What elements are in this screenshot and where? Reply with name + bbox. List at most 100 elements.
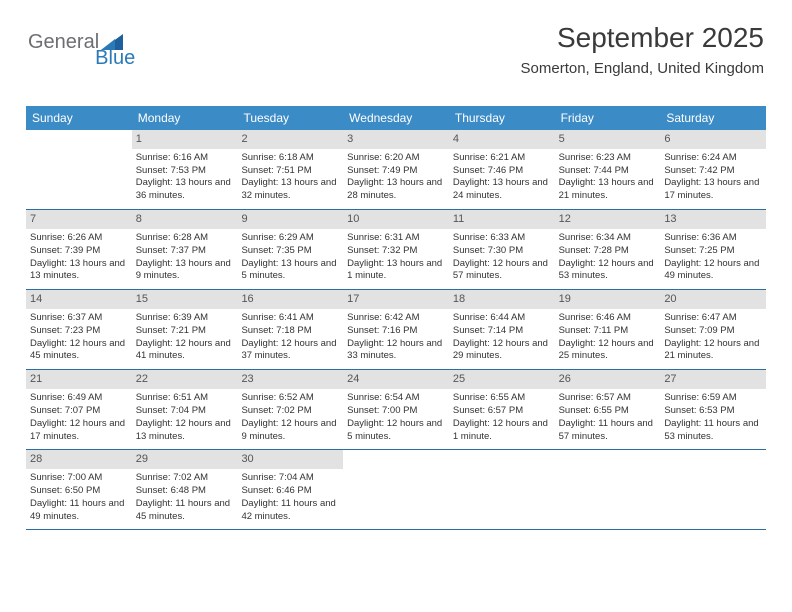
calendar-cell: 13Sunrise: 6:36 AMSunset: 7:25 PMDayligh… [660, 210, 766, 289]
sunrise-text: Sunrise: 6:33 AM [453, 232, 551, 245]
day-number: 16 [237, 290, 343, 309]
day-number: 12 [555, 210, 661, 229]
day-header: Monday [132, 106, 238, 130]
daylight-text: Daylight: 11 hours and 57 minutes. [559, 418, 657, 444]
daylight-text: Daylight: 13 hours and 21 minutes. [559, 177, 657, 203]
sunset-text: Sunset: 7:11 PM [559, 325, 657, 338]
day-number: 7 [26, 210, 132, 229]
sunrise-text: Sunrise: 6:28 AM [136, 232, 234, 245]
daylight-text: Daylight: 12 hours and 5 minutes. [347, 418, 445, 444]
calendar-cell: 7Sunrise: 6:26 AMSunset: 7:39 PMDaylight… [26, 210, 132, 289]
day-number: 21 [26, 370, 132, 389]
daylight-text: Daylight: 13 hours and 24 minutes. [453, 177, 551, 203]
day-number: 27 [660, 370, 766, 389]
day-number: 9 [237, 210, 343, 229]
calendar-cell: 28Sunrise: 7:00 AMSunset: 6:50 PMDayligh… [26, 450, 132, 529]
calendar-cell: 25Sunrise: 6:55 AMSunset: 6:57 PMDayligh… [449, 370, 555, 449]
sunrise-text: Sunrise: 6:21 AM [453, 152, 551, 165]
day-number: 10 [343, 210, 449, 229]
logo: General Blue [28, 28, 163, 56]
daylight-text: Daylight: 13 hours and 1 minute. [347, 258, 445, 284]
calendar-cell: 20Sunrise: 6:47 AMSunset: 7:09 PMDayligh… [660, 290, 766, 369]
daylight-text: Daylight: 13 hours and 17 minutes. [664, 177, 762, 203]
daylight-text: Daylight: 12 hours and 9 minutes. [241, 418, 339, 444]
daylight-text: Daylight: 12 hours and 21 minutes. [664, 338, 762, 364]
sunrise-text: Sunrise: 6:55 AM [453, 392, 551, 405]
calendar-cell: 15 Sunrise: 6:39 AMSunset: 7:21 PMDayligh… [132, 290, 238, 369]
day-header: Tuesday [237, 106, 343, 130]
daylight-text: Daylight: 11 hours and 45 minutes. [136, 498, 234, 524]
day-number: 20 [660, 290, 766, 309]
week-row: 28Sunrise: 7:00 AMSunset: 6:50 PMDayligh… [26, 450, 766, 530]
calendar-cell: 14Sunrise: 6:37 AMSunset: 7:23 PMDayligh… [26, 290, 132, 369]
sunset-text: Sunset: 7:51 PM [241, 165, 339, 178]
calendar-cell: 19 Sunrise: 6:46 AMSunset: 7:11 PMDayligh… [555, 290, 661, 369]
daylight-text: Daylight: 11 hours and 49 minutes. [30, 498, 128, 524]
calendar-cell: 16Sunrise: 6:41 AMSunset: 7:18 PMDayligh… [237, 290, 343, 369]
daylight-text: Daylight: 11 hours and 53 minutes. [664, 418, 762, 444]
sunset-text: Sunset: 7:44 PM [559, 165, 657, 178]
sunset-text: Sunset: 7:30 PM [453, 245, 551, 258]
day-number: 23 [237, 370, 343, 389]
sunset-text: Sunset: 7:46 PM [453, 165, 551, 178]
sunset-text: Sunset: 7:37 PM [136, 245, 234, 258]
day-number: 3 [343, 130, 449, 149]
day-number: 13 [660, 210, 766, 229]
day-header: Thursday [449, 106, 555, 130]
day-number: 8 [132, 210, 238, 229]
sunset-text: Sunset: 7:23 PM [30, 325, 128, 338]
day-number: 30 [237, 450, 343, 469]
sunset-text: Sunset: 7:32 PM [347, 245, 445, 258]
sunrise-text: Sunrise: 6:37 AM [30, 312, 128, 325]
daylight-text: Daylight: 13 hours and 5 minutes. [241, 258, 339, 284]
day-number: 29 [132, 450, 238, 469]
logo-text-general: General [28, 31, 99, 54]
sunset-text: Sunset: 7:04 PM [136, 405, 234, 418]
day-header: Saturday [660, 106, 766, 130]
day-number: 19 [555, 290, 661, 309]
calendar-cell: 9Sunrise: 6:29 AMSunset: 7:35 PMDaylight… [237, 210, 343, 289]
sunrise-text: Sunrise: 6:18 AM [241, 152, 339, 165]
week-row: 7Sunrise: 6:26 AMSunset: 7:39 PMDaylight… [26, 210, 766, 290]
daylight-text: Daylight: 12 hours and 25 minutes. [559, 338, 657, 364]
sunrise-text: Sunrise: 6:42 AM [347, 312, 445, 325]
week-row: 21Sunrise: 6:49 AMSunset: 7:07 PMDayligh… [26, 370, 766, 450]
sunrise-text: Sunrise: 6:49 AM [30, 392, 128, 405]
sunset-text: Sunset: 7:21 PM [136, 325, 234, 338]
daylight-text: Daylight: 12 hours and 41 minutes. [136, 338, 234, 364]
sunrise-text: Sunrise: 6:51 AM [136, 392, 234, 405]
day-number: 18 [449, 290, 555, 309]
daylight-text: Daylight: 12 hours and 37 minutes. [241, 338, 339, 364]
sunset-text: Sunset: 7:00 PM [347, 405, 445, 418]
sunrise-text: Sunrise: 6:52 AM [241, 392, 339, 405]
calendar-cell: 10Sunrise: 6:31 AMSunset: 7:32 PMDayligh… [343, 210, 449, 289]
sunrise-text: Sunrise: 6:23 AM [559, 152, 657, 165]
calendar-cell: 21Sunrise: 6:49 AMSunset: 7:07 PMDayligh… [26, 370, 132, 449]
sunrise-text: Sunrise: 6:39 AM [136, 312, 234, 325]
daylight-text: Daylight: 12 hours and 57 minutes. [453, 258, 551, 284]
calendar-cell: 26 Sunrise: 6:57 AMSunset: 6:55 PMDayligh… [555, 370, 661, 449]
sunset-text: Sunset: 6:55 PM [559, 405, 657, 418]
daylight-text: Daylight: 13 hours and 32 minutes. [241, 177, 339, 203]
day-number: 6 [660, 130, 766, 149]
day-header: Sunday [26, 106, 132, 130]
daylight-text: Daylight: 12 hours and 49 minutes. [664, 258, 762, 284]
sunset-text: Sunset: 6:50 PM [30, 485, 128, 498]
calendar-cell: 11Sunrise: 6:33 AMSunset: 7:30 PMDayligh… [449, 210, 555, 289]
sunset-text: Sunset: 7:42 PM [664, 165, 762, 178]
sunrise-text: Sunrise: 6:57 AM [559, 392, 657, 405]
day-number: 26 [555, 370, 661, 389]
sunrise-text: Sunrise: 6:20 AM [347, 152, 445, 165]
sunrise-text: Sunrise: 6:24 AM [664, 152, 762, 165]
day-number: 15 [132, 290, 238, 309]
sunset-text: Sunset: 6:48 PM [136, 485, 234, 498]
sunrise-text: Sunrise: 6:59 AM [664, 392, 762, 405]
daylight-text: Daylight: 12 hours and 29 minutes. [453, 338, 551, 364]
sunset-text: Sunset: 7:25 PM [664, 245, 762, 258]
day-number: 1 [132, 130, 238, 149]
sunrise-text: Sunrise: 6:46 AM [559, 312, 657, 325]
daylight-text: Daylight: 12 hours and 33 minutes. [347, 338, 445, 364]
day-headers-row: Sunday Monday Tuesday Wednesday Thursday… [26, 106, 766, 130]
day-number: 4 [449, 130, 555, 149]
sunrise-text: Sunrise: 6:34 AM [559, 232, 657, 245]
